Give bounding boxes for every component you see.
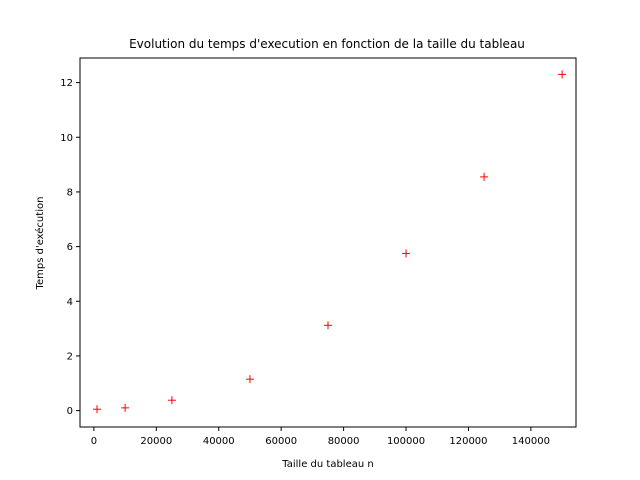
y-tick-label: 4 (67, 297, 73, 308)
y-tick-label: 6 (67, 242, 73, 253)
y-tick-label: 8 (67, 187, 73, 198)
x-tick-label: 80000 (328, 436, 360, 447)
data-point (402, 249, 411, 258)
x-tick-label: 60000 (265, 436, 297, 447)
y-tick-label: 2 (67, 351, 73, 362)
data-markers (93, 70, 567, 414)
data-point (167, 396, 176, 405)
y-tick-label: 12 (60, 78, 73, 89)
y-axis-label: Temps d'exécution (34, 197, 46, 291)
x-axis: 0 20000 40000 60000 80000 100000 120000 140000 (91, 427, 550, 447)
y-tick-label: 10 (60, 133, 73, 144)
data-point (121, 403, 130, 412)
data-point (558, 70, 567, 79)
plot-frame (79, 57, 577, 428)
data-point (324, 321, 332, 330)
x-tick-label: 40000 (203, 436, 235, 447)
x-tick-label: 0 (91, 436, 97, 447)
y-axis: 0 2 4 6 8 10 12 (60, 78, 80, 417)
data-point (93, 405, 102, 414)
x-tick-label: 100000 (387, 436, 425, 447)
x-tick-label: 120000 (449, 436, 487, 447)
x-tick-label: 140000 (512, 436, 550, 447)
x-axis-label: Taille du tableau n (281, 459, 373, 470)
chart-title: Evolution du temps d'execution en foncti… (129, 37, 525, 51)
x-tick-label: 20000 (140, 436, 172, 447)
y-tick-label: 0 (67, 406, 73, 417)
data-point (245, 375, 254, 384)
data-point (480, 172, 489, 181)
